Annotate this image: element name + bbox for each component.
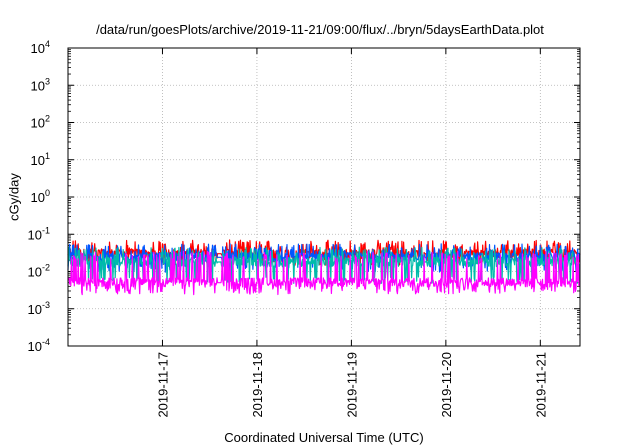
y-tick-label: 103 [31,76,50,93]
y-tick-label: 101 [31,151,50,168]
plot-frame [67,47,581,347]
y-tick-label: 10-3 [28,300,50,317]
y-tick-label: 10-1 [28,225,50,242]
y-tick-label: 104 [31,39,50,56]
y-tick-label: 10-2 [28,263,50,280]
chart-title: /data/run/goesPlots/archive/2019-11-21/0… [96,22,544,37]
y-axis-label: cGy/day [6,173,22,221]
x-tick-label: 2019-11-21 [533,352,548,418]
x-tick-label: 2019-11-18 [250,352,265,418]
y-tick-label: 102 [31,114,50,131]
y-tick-label: 100 [31,188,50,205]
series-line-3 [67,250,581,296]
x-tick-label: 2019-11-17 [155,352,170,418]
x-axis-label: Coordinated Universal Time (UTC) [224,430,424,445]
x-tick-label: 2019-11-20 [439,352,454,418]
y-tick-label: 10-4 [28,337,50,354]
x-tick-label: 2019-11-19 [344,352,359,418]
